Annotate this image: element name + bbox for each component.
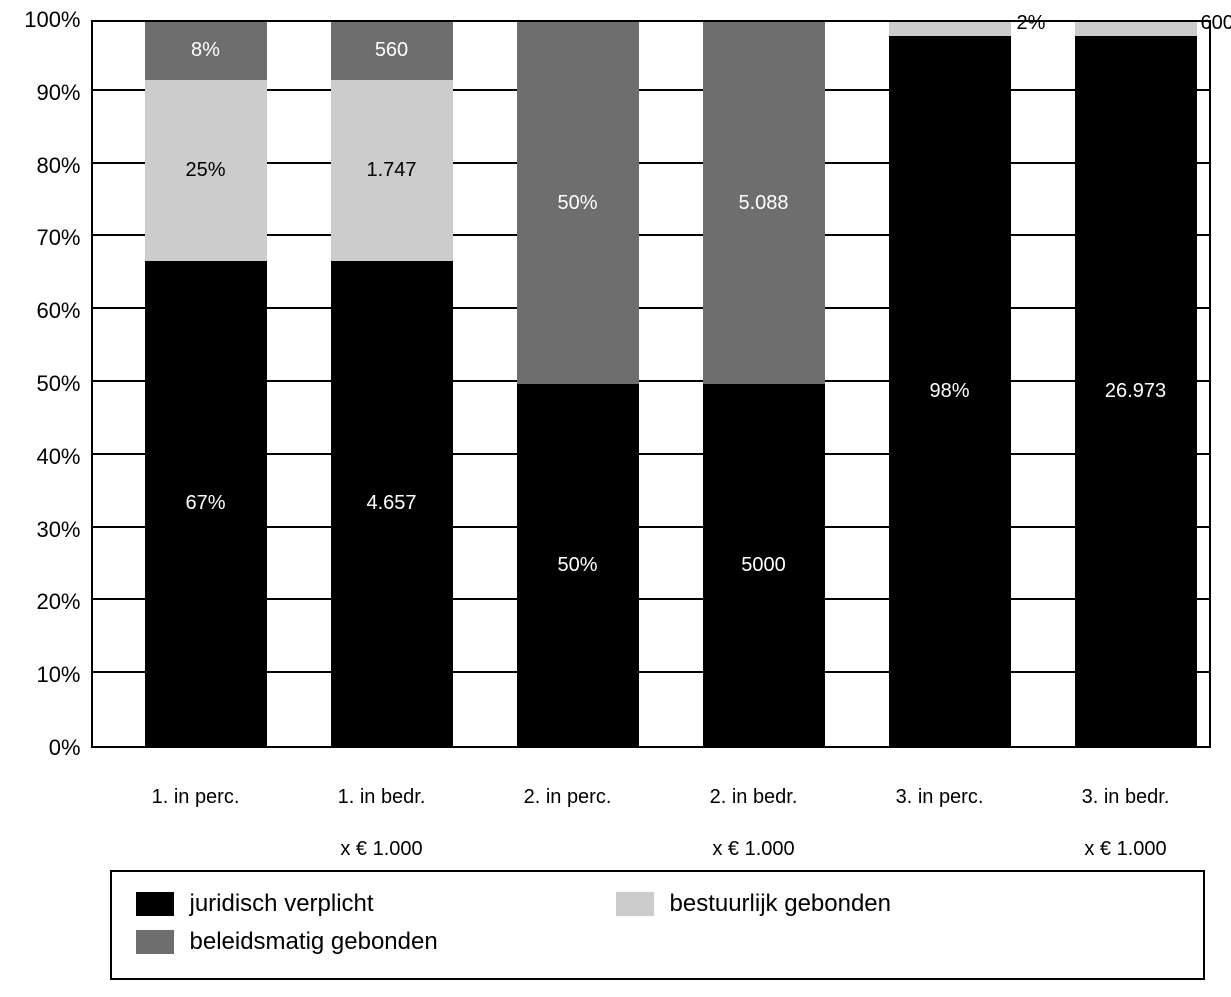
- y-tick-label: 0%: [11, 735, 81, 761]
- y-tick-label: 80%: [11, 153, 81, 179]
- bar-segment-label: 4.657: [366, 492, 416, 515]
- x-tick-label: 3. in perc.: [865, 758, 1015, 862]
- bar-segment-label-outside: 2%: [1017, 12, 1046, 35]
- bar-group-6: 26.973 600: [1075, 22, 1197, 746]
- y-tick-label: 70%: [11, 225, 81, 251]
- bar-segment-juridisch: 26.973: [1075, 36, 1197, 746]
- bar-segment-juridisch: 67%: [145, 261, 267, 746]
- bar-segment-beleidsmatig: 8%: [145, 22, 267, 80]
- x-tick-label-line1: 3. in perc.: [896, 786, 984, 808]
- y-tick-label: 50%: [11, 371, 81, 397]
- y-tick-label: 10%: [11, 662, 81, 688]
- x-tick-label: 2. in perc.: [493, 758, 643, 862]
- legend-swatch: [136, 892, 174, 916]
- bar-segment-bestuurlijk: [889, 22, 1011, 36]
- bar-segment-juridisch: 4.657: [331, 261, 453, 746]
- x-tick-label-line1: 2. in perc.: [524, 786, 612, 808]
- bar-group-3: 50% 50%: [517, 22, 639, 746]
- bar-group-5: 98% 2%: [889, 22, 1011, 746]
- bar-segment-bestuurlijk: [1075, 22, 1197, 36]
- y-tick-label: 30%: [11, 517, 81, 543]
- legend-swatch: [616, 892, 654, 916]
- legend: juridisch verplicht bestuurlijk gebonden…: [110, 870, 1205, 980]
- y-tick-label: 100%: [11, 7, 81, 33]
- bar-segment-label: 50%: [557, 554, 597, 577]
- bar-segment-label-outside: 600: [1201, 12, 1231, 35]
- bar-segment-juridisch: 98%: [889, 36, 1011, 746]
- bar-segment-juridisch: 50%: [517, 384, 639, 746]
- bar-segment-label: 25%: [185, 159, 225, 182]
- bar-segment-label: 50%: [557, 192, 597, 215]
- x-tick-label-line1: 1. in perc.: [152, 786, 240, 808]
- bar-group-1: 67% 25% 8%: [145, 22, 267, 746]
- legend-label: beleidsmatig gebonden: [190, 928, 438, 956]
- x-tick-label: 1. in bedr. x € 1.000: [307, 758, 457, 862]
- bar-segment-label: 560: [375, 39, 408, 62]
- bar-group-4: 5000 5.088: [703, 22, 825, 746]
- x-tick-label: 3. in bedr. x € 1.000: [1051, 758, 1201, 862]
- x-tick-label-line2: x € 1.000: [1084, 838, 1166, 860]
- legend-item-bestuurlijk: bestuurlijk gebonden: [616, 890, 892, 918]
- y-tick-label: 20%: [11, 589, 81, 615]
- x-tick-label: 1. in perc.: [121, 758, 271, 862]
- x-tick-label-line2: x € 1.000: [712, 838, 794, 860]
- legend-label: bestuurlijk gebonden: [670, 890, 892, 918]
- bar-segment-bestuurlijk: 1.747: [331, 80, 453, 261]
- bar-segment-label: 67%: [185, 492, 225, 515]
- bar-segment-label: 5.088: [738, 192, 788, 215]
- legend-item-juridisch: juridisch verplicht: [136, 890, 536, 918]
- bar-segment-label: 8%: [191, 39, 220, 62]
- y-tick-label: 90%: [11, 80, 81, 106]
- bar-group-2: 4.657 1.747 560: [331, 22, 453, 746]
- x-tick-label-line1: 2. in bedr.: [710, 786, 798, 808]
- legend-swatch: [136, 930, 174, 954]
- bar-segment-beleidsmatig: 50%: [517, 22, 639, 384]
- y-tick-label: 40%: [11, 444, 81, 470]
- bar-segment-label: 1.747: [366, 159, 416, 182]
- bar-segment-label: 98%: [929, 380, 969, 403]
- x-tick-label: 2. in bedr. x € 1.000: [679, 758, 829, 862]
- bar-segment-label: 26.973: [1105, 380, 1166, 403]
- bar-segment-beleidsmatig: 560: [331, 22, 453, 80]
- bar-segment-juridisch: 5000: [703, 384, 825, 746]
- legend-item-beleidsmatig: beleidsmatig gebonden: [136, 928, 438, 956]
- y-tick-label: 60%: [11, 298, 81, 324]
- x-tick-label-line2: x € 1.000: [340, 838, 422, 860]
- stacked-bar-chart: 0% 10% 20% 30% 40% 50% 60% 70% 80% 90% 1…: [11, 10, 1221, 987]
- x-tick-label-line1: 3. in bedr.: [1082, 786, 1170, 808]
- bar-segment-label: 5000: [741, 554, 786, 577]
- bar-segment-bestuurlijk: 25%: [145, 80, 267, 261]
- plot-area: 67% 25% 8% 4.657 1.747 560 50%: [91, 20, 1211, 748]
- x-tick-label-line1: 1. in bedr.: [338, 786, 426, 808]
- bar-segment-beleidsmatig: 5.088: [703, 22, 825, 384]
- legend-label: juridisch verplicht: [190, 890, 374, 918]
